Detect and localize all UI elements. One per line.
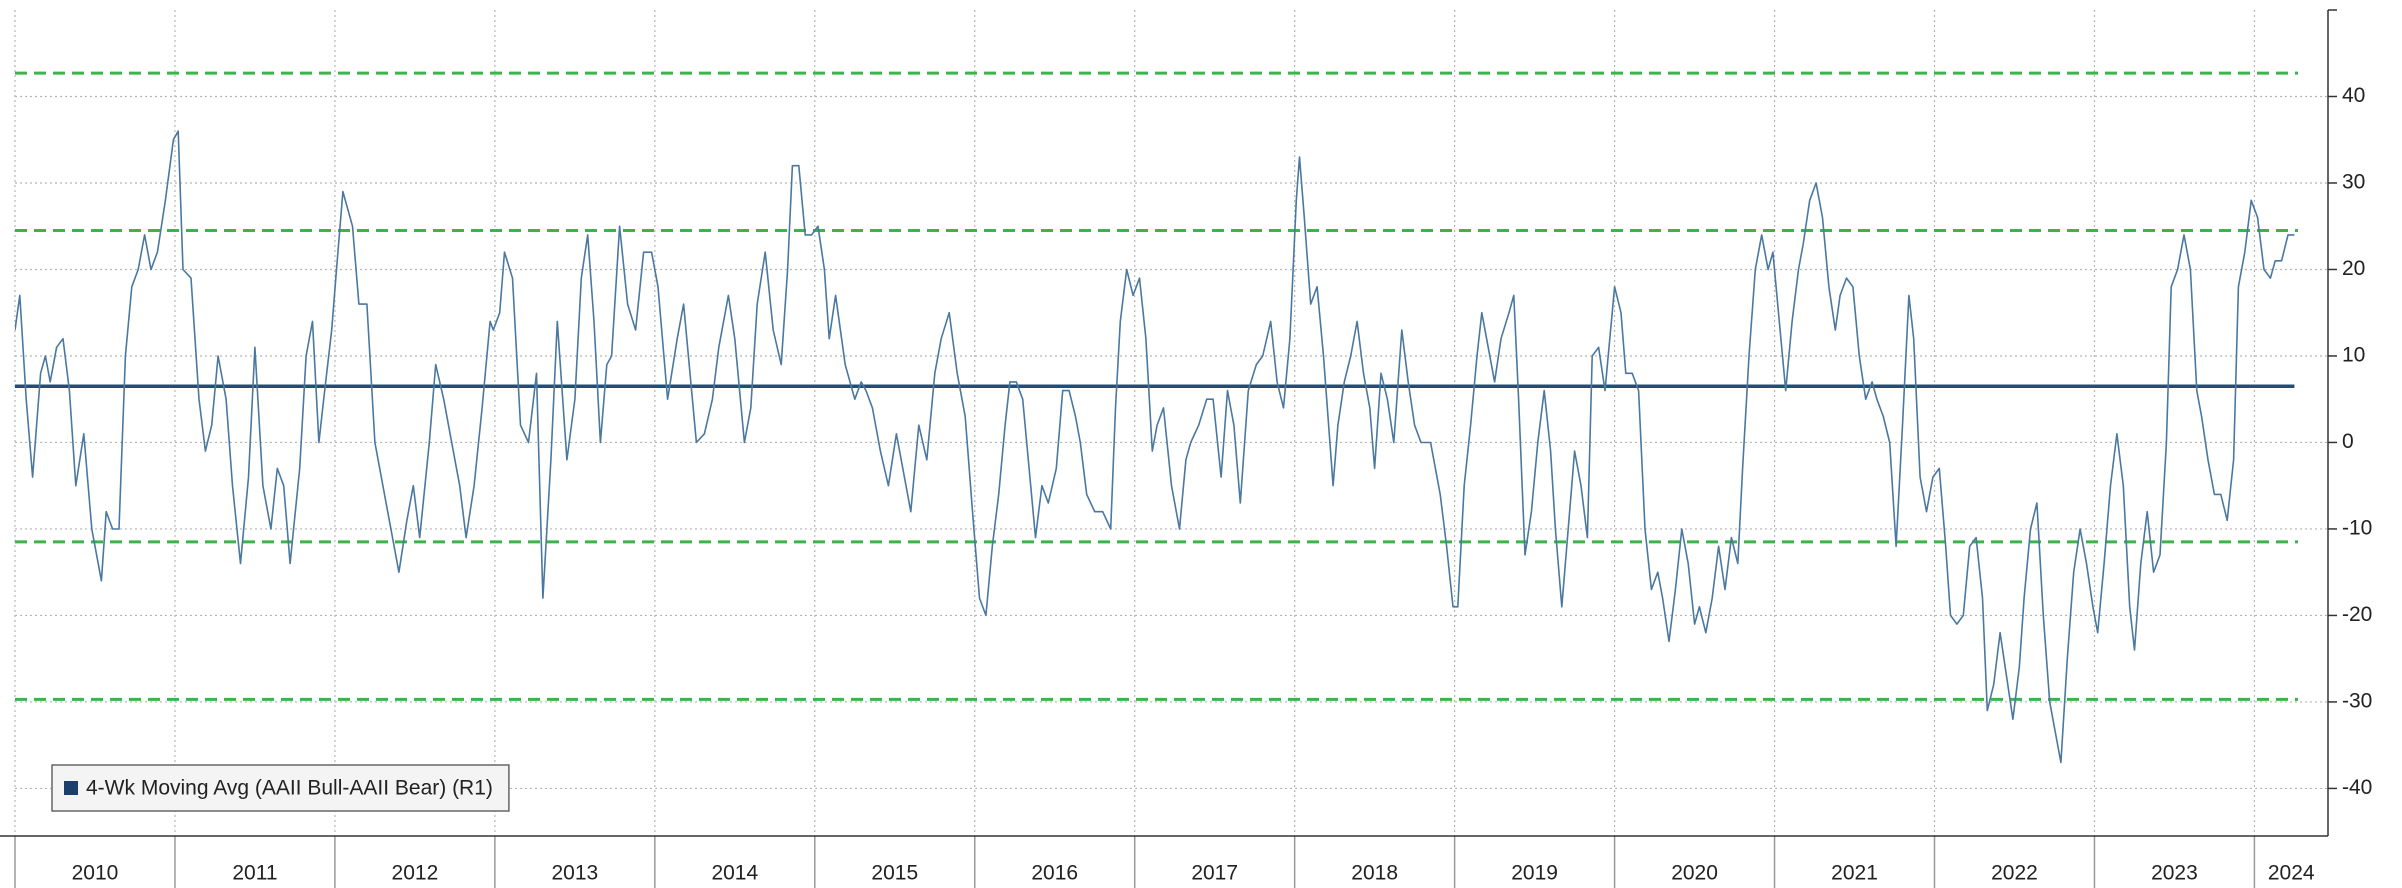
- x-tick-label: 2011: [232, 862, 277, 885]
- legend: 4-Wk Moving Avg (AAII Bull-AAII Bear) (R…: [51, 764, 510, 812]
- x-tick-label: 2016: [1031, 862, 1078, 885]
- x-tick-label: 2019: [1511, 862, 1558, 885]
- x-tick-label: 2017: [1191, 862, 1238, 885]
- x-tick-label: 2020: [1671, 862, 1718, 885]
- series-line: [15, 130, 2295, 764]
- y-tick-label: -30: [2342, 689, 2372, 712]
- x-tick-label: 2015: [871, 862, 918, 885]
- legend-label: 4-Wk Moving Avg (AAII Bull-AAII Bear) (R…: [86, 777, 493, 800]
- x-tick-label: 2013: [551, 862, 598, 885]
- y-tick-label: -20: [2342, 603, 2372, 626]
- y-tick-label: 30: [2342, 171, 2365, 194]
- x-tick-label: 2014: [711, 862, 758, 885]
- x-tick-label: 2018: [1351, 862, 1398, 885]
- y-tick-label: -10: [2342, 516, 2372, 539]
- x-tick-label: 2022: [1991, 862, 2038, 885]
- series: [15, 130, 2295, 764]
- y-tick-label: -40: [2342, 776, 2372, 799]
- x-tick-label: 2021: [1831, 862, 1878, 885]
- x-tick-label: 2023: [2151, 862, 2198, 885]
- x-tick-label: 2010: [72, 862, 119, 885]
- axes: -40 -30 -20 -10 0 10 20 30 40 2010 2011 2012 2013 201…: [0, 9, 2372, 888]
- y-tick-label: 40: [2342, 84, 2365, 107]
- legend-box: [51, 764, 510, 812]
- x-tick-label: 2024: [2268, 862, 2315, 885]
- y-tick-label: 10: [2342, 344, 2365, 367]
- x-tick-label: 2012: [392, 862, 439, 885]
- y-tick-label: 20: [2342, 257, 2365, 280]
- y-tick-label: 0: [2342, 430, 2354, 453]
- legend-swatch: [64, 781, 78, 795]
- grid: [14, 10, 2328, 836]
- reference-lines: [15, 71, 2298, 701]
